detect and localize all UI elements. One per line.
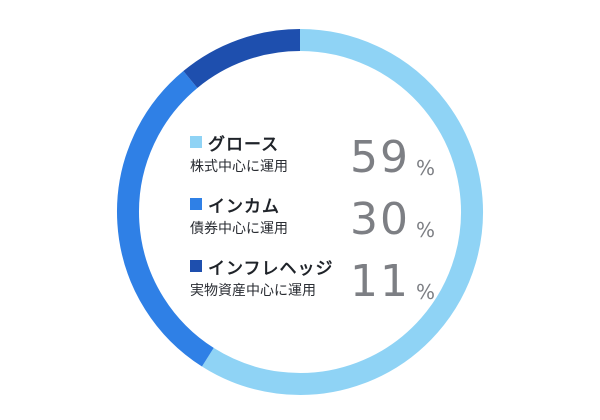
legend-label-income: インカム	[208, 197, 280, 217]
unit-label-inflation-hedge: %	[416, 280, 436, 304]
legend-desc-income: 債券中心に運用	[190, 221, 288, 237]
value-label-inflation-hedge: 11	[350, 256, 410, 307]
legend-swatch-income	[190, 198, 202, 210]
value-label-growth: 59	[350, 132, 410, 183]
legend-row-inflation-hedge: インフレヘッジ 実物資産中心に運用 11 %	[190, 252, 450, 314]
legend-swatch-growth	[190, 136, 202, 148]
unit-label-income: %	[416, 218, 436, 242]
donut-segment-income	[117, 71, 214, 367]
legend-row-income: インカム 債券中心に運用 30 %	[190, 190, 450, 252]
value-label-income: 30	[350, 194, 410, 245]
donut-segment-growth	[201, 29, 483, 395]
legend-label-growth: グロース	[208, 135, 280, 155]
donut-segment-inflation-hedge	[183, 29, 301, 89]
legend-swatch-inflation-hedge	[190, 260, 202, 272]
legend-row-growth: グロース 株式中心に運用 59 %	[190, 128, 450, 190]
legend-label-inflation-hedge: インフレヘッジ	[208, 259, 334, 279]
unit-label-growth: %	[416, 156, 436, 180]
legend: グロース 株式中心に運用 59 % インカム 債券中心に運用 30 % インフレ…	[190, 128, 450, 314]
legend-desc-inflation-hedge: 実物資産中心に運用	[190, 283, 316, 299]
legend-desc-growth: 株式中心に運用	[190, 159, 288, 175]
